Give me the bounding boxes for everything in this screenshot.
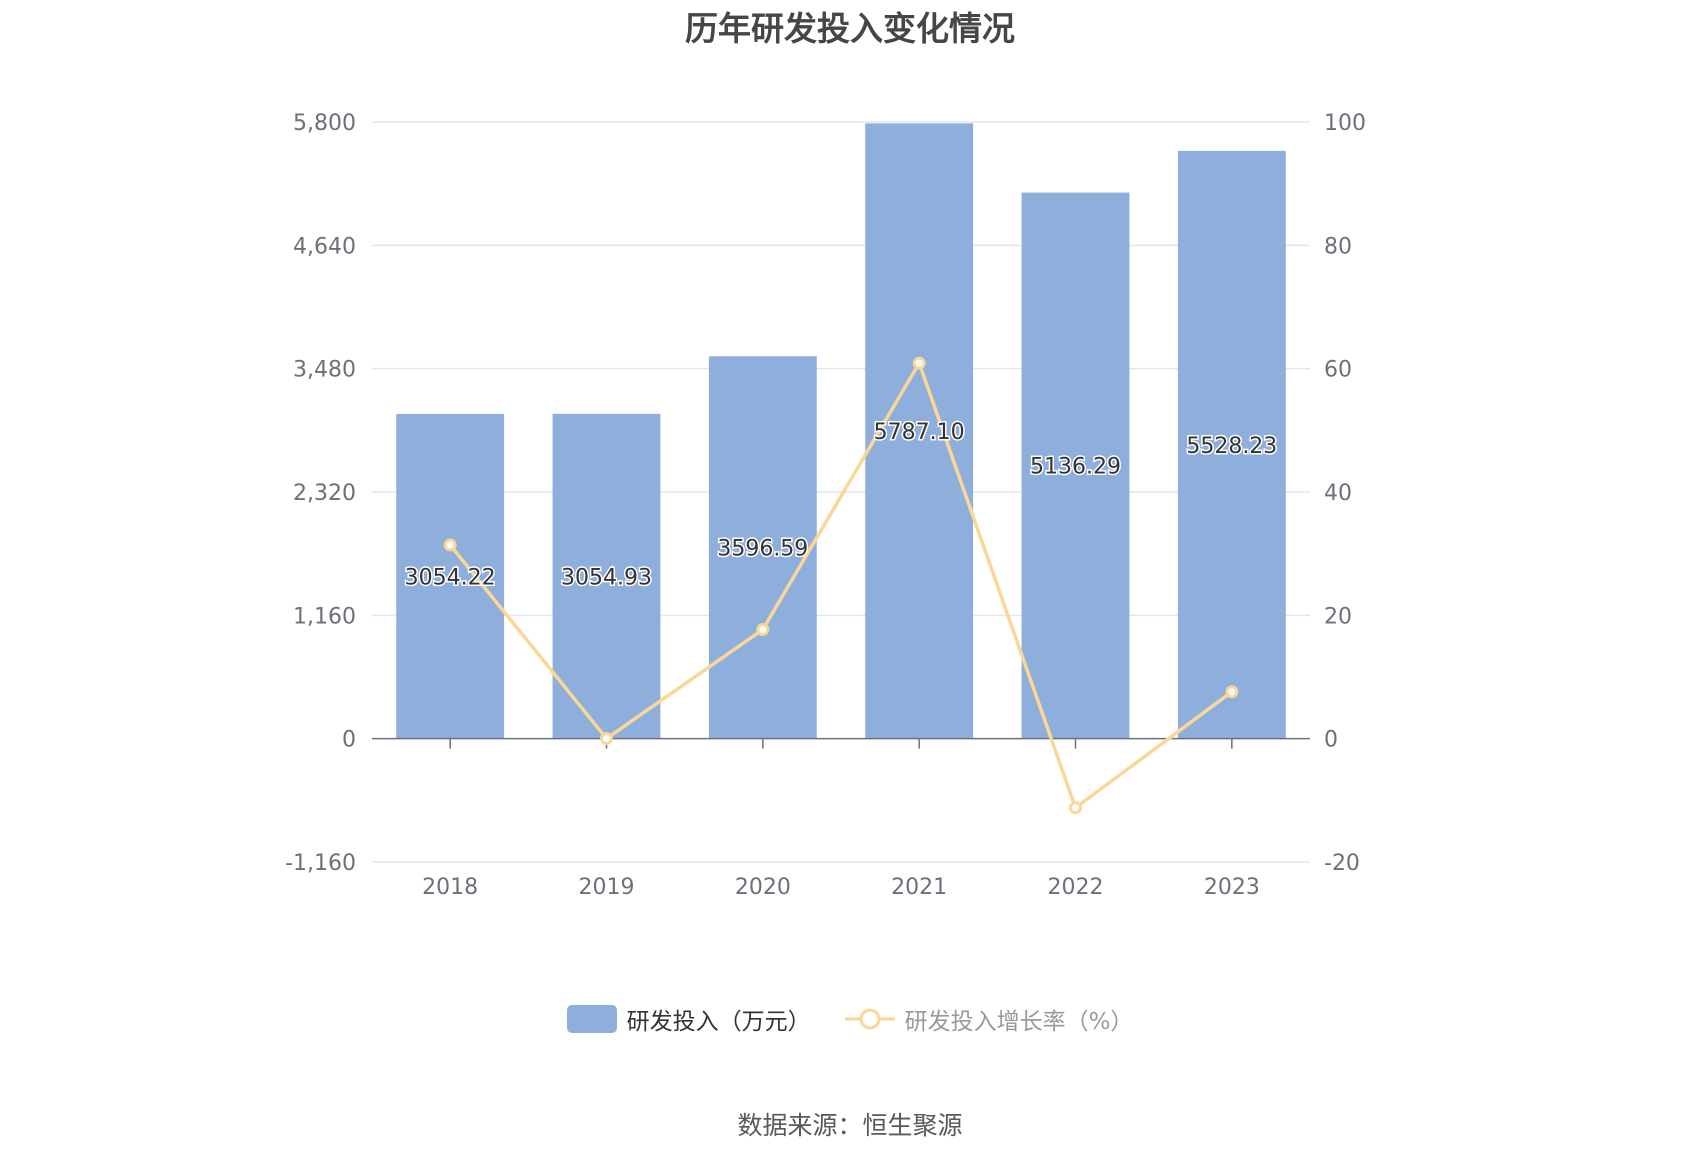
growth-point-2018[interactable] xyxy=(443,538,457,552)
data-labels: 3054.22 3054.93 3596.59 5787.10 5136.29 5528.… xyxy=(403,419,1279,592)
x-axis-label-2021: 2021 xyxy=(891,875,947,900)
growth-line xyxy=(448,361,1233,810)
right-axis-tick-label: 60 xyxy=(1324,358,1352,383)
right-axis-tick-label: 100 xyxy=(1324,111,1366,136)
bar-2018[interactable] xyxy=(396,413,505,739)
right-axis-tick-label: 80 xyxy=(1324,234,1352,259)
bar-value-label: 3596.59 xyxy=(717,536,808,561)
growth-point-2022[interactable] xyxy=(1069,801,1082,815)
grid-lines xyxy=(372,121,1310,863)
left-axis-tick-label: 4,640 xyxy=(293,234,356,259)
left-axis-tick-label: -1,160 xyxy=(285,851,356,876)
growth-point-2019[interactable] xyxy=(600,732,613,746)
growth-point-2021[interactable] xyxy=(912,356,926,370)
bar-2021[interactable] xyxy=(865,123,974,739)
growth-line-series xyxy=(443,356,1239,815)
right-axis-tick-label: 20 xyxy=(1324,604,1352,629)
bar-2022[interactable] xyxy=(1021,192,1130,739)
bar-value-label: 5787.10 xyxy=(874,420,965,445)
left-axis-tick-label: 2,320 xyxy=(293,481,356,506)
right-axis-tick-label: -20 xyxy=(1324,851,1360,876)
x-axis-label-2022: 2022 xyxy=(1048,875,1104,900)
growth-point-2020[interactable] xyxy=(756,623,770,637)
chart-title: 历年研发投入变化情况 xyxy=(685,9,1015,48)
legend: 研发投入（万元） 研发投入增长率（%） xyxy=(0,1002,1700,1036)
bar-2023[interactable] xyxy=(1177,150,1286,739)
legend-bar-swatch xyxy=(566,1005,617,1033)
legend-line-swatch xyxy=(844,1008,895,1030)
bar-value-label: 3054.22 xyxy=(405,565,496,590)
data-source-note: 数据来源：恒生聚源 xyxy=(737,1111,963,1140)
left-axis-tick-label: 5,800 xyxy=(293,111,356,136)
right-axis-tick-label: 0 xyxy=(1324,728,1338,753)
bar-value-label: 3054.93 xyxy=(561,565,652,590)
right-axis-tick-label: 40 xyxy=(1324,481,1352,506)
bar-series xyxy=(396,123,1286,739)
bar-2020[interactable] xyxy=(708,356,817,739)
growth-point-2023[interactable] xyxy=(1225,685,1239,699)
legend-item-rd-investment[interactable]: 研发投入（万元） xyxy=(566,1002,811,1036)
legend-label-growth-rate: 研发投入增长率（%） xyxy=(904,1009,1134,1035)
axes: -1,160 0 1,160 2,320 3,480 4,640 5,800 -20 0 20 40… xyxy=(285,111,1366,900)
bar-value-label: 5136.29 xyxy=(1030,455,1121,480)
legend-item-growth-rate[interactable]: 研发投入增长率（%） xyxy=(844,1002,1134,1036)
bar-2019[interactable] xyxy=(552,413,661,739)
legend-label-rd-investment: 研发投入（万元） xyxy=(626,1009,811,1035)
left-axis-tick-label: 1,160 xyxy=(293,604,356,629)
bar-value-label: 5528.23 xyxy=(1186,434,1277,459)
left-axis-tick-label: 3,480 xyxy=(293,358,356,383)
left-axis-tick-label: 0 xyxy=(342,728,356,753)
x-axis-label-2023: 2023 xyxy=(1204,875,1260,900)
x-axis-label-2019: 2019 xyxy=(579,875,635,900)
x-axis-label-2020: 2020 xyxy=(735,875,791,900)
x-axis-label-2018: 2018 xyxy=(422,875,478,900)
